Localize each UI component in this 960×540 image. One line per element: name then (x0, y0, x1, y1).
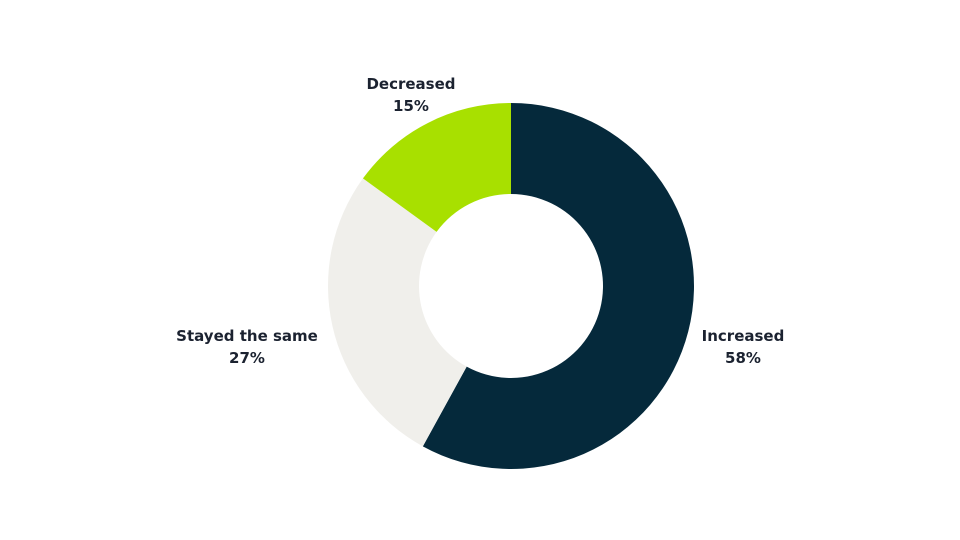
label-stayed-pct: 27% (229, 349, 265, 367)
donut-slices (327, 103, 694, 470)
label-decreased: Decreased 15% (366, 73, 455, 117)
label-increased-pct: 58% (725, 349, 761, 367)
label-stayed-the-same: Stayed the same 27% (176, 325, 318, 369)
slice-increased (422, 103, 694, 470)
label-decreased-pct: 15% (393, 97, 429, 115)
label-increased-name: Increased (701, 327, 785, 345)
label-increased: Increased 58% (702, 325, 785, 369)
label-decreased-name: Decreased (366, 75, 456, 93)
slice-stayed-the-same (327, 178, 467, 447)
label-stayed-name: Stayed the same (176, 327, 318, 345)
slice-decreased (362, 103, 511, 232)
